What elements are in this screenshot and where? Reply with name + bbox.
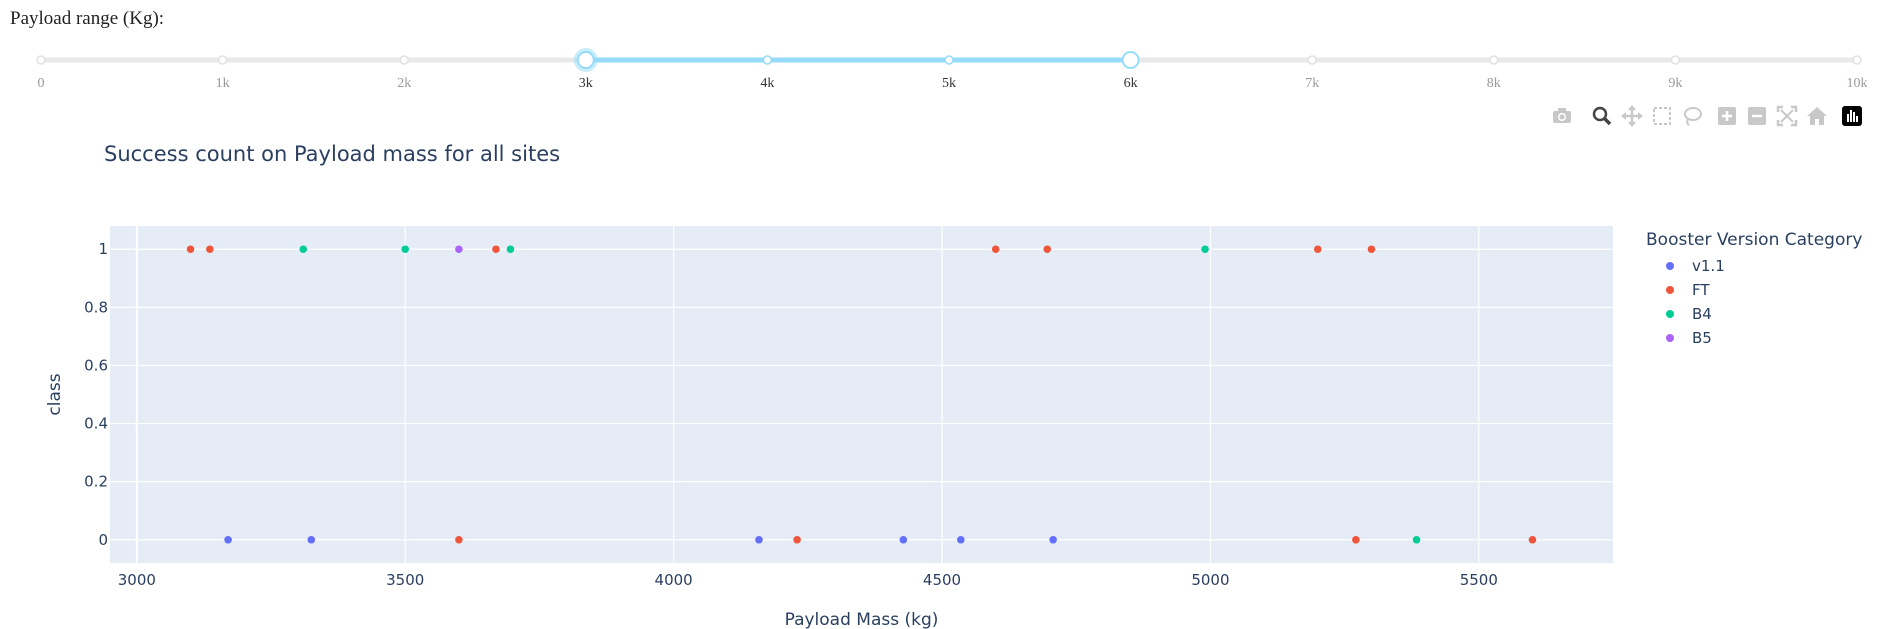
slider-mark-label: 7k xyxy=(1305,76,1319,91)
slider-mark-label: 0 xyxy=(38,76,45,91)
data-point-ft[interactable] xyxy=(455,535,463,544)
data-point-b4[interactable] xyxy=(506,245,515,254)
legend-label: FT xyxy=(1692,281,1710,299)
data-point-ft[interactable] xyxy=(991,245,1000,254)
data-point-v1-1[interactable] xyxy=(755,535,763,544)
legend-label: B5 xyxy=(1692,329,1712,347)
lasso-select-icon[interactable] xyxy=(1680,104,1704,128)
data-point-ft[interactable] xyxy=(1352,535,1360,544)
slider-mark-dot[interactable] xyxy=(217,55,228,65)
slider-mark-label: 8k xyxy=(1487,76,1501,91)
data-point-ft[interactable] xyxy=(1367,245,1376,254)
data-point-v1-1[interactable] xyxy=(1049,535,1057,544)
payload-range-slider[interactable]: 0 1k 2k 3k 4k 5k 6k 7k 8k 9k 10k xyxy=(0,38,1890,98)
slider-mark-dot[interactable] xyxy=(1307,55,1317,65)
slider-mark-dot[interactable] xyxy=(944,55,954,65)
x-tick-label: 3500 xyxy=(386,571,424,589)
x-tick-label: 5500 xyxy=(1460,571,1498,589)
y-tick-label: 1 xyxy=(98,240,108,258)
data-point-ft[interactable] xyxy=(793,535,801,544)
legend-marker xyxy=(1666,286,1674,294)
legend-marker xyxy=(1666,310,1674,318)
data-point-ft[interactable] xyxy=(186,245,195,254)
slider-mark-dot[interactable] xyxy=(36,55,46,65)
pan-icon[interactable] xyxy=(1620,104,1644,128)
slider-mark-label: 5k xyxy=(942,76,956,91)
data-point-b4[interactable] xyxy=(401,245,410,254)
slider-mark-label: 9k xyxy=(1668,76,1682,91)
slider-mark-label: 10k xyxy=(1847,76,1868,91)
data-point-v1-1[interactable] xyxy=(899,535,908,544)
legend-marker xyxy=(1666,334,1674,342)
y-tick-label: 0 xyxy=(98,531,108,549)
camera-icon[interactable] xyxy=(1550,104,1574,128)
legend-item[interactable]: B5 xyxy=(1646,326,1862,350)
zoom-icon[interactable] xyxy=(1590,104,1614,128)
x-tick-label: 4500 xyxy=(923,571,961,589)
legend-label: B4 xyxy=(1692,305,1712,323)
slider-handle-high[interactable] xyxy=(1121,51,1140,69)
y-tick-label: 0.6 xyxy=(84,356,108,374)
slider-mark-label: 2k xyxy=(397,76,411,91)
data-point-ft[interactable] xyxy=(206,245,214,254)
legend: Booster Version Category v1.1 FT B4 B5 xyxy=(1646,230,1862,350)
slider-label: Payload range (Kg): xyxy=(10,8,165,29)
slider-mark-label: 3k xyxy=(579,76,593,91)
legend-label: v1.1 xyxy=(1692,257,1725,275)
data-point-v1-1[interactable] xyxy=(224,535,232,544)
plotly-logo-icon[interactable] xyxy=(1840,104,1864,128)
legend-title: Booster Version Category xyxy=(1646,230,1863,250)
slider-mark-dot[interactable] xyxy=(1852,55,1862,65)
data-point-b5[interactable] xyxy=(455,245,463,254)
data-point-v1-1[interactable] xyxy=(957,535,965,544)
zoom-in-icon[interactable] xyxy=(1715,104,1739,128)
autoscale-icon[interactable] xyxy=(1775,104,1799,128)
data-point-ft[interactable] xyxy=(1043,245,1052,254)
x-tick-label: 4000 xyxy=(655,571,693,589)
box-select-icon[interactable] xyxy=(1650,104,1674,128)
data-point-ft[interactable] xyxy=(492,245,500,254)
legend-marker xyxy=(1666,262,1674,270)
chart-title: Success count on Payload mass for all si… xyxy=(104,142,561,166)
x-tick-label: 5000 xyxy=(1191,571,1229,589)
slider-mark-dot[interactable] xyxy=(399,55,409,65)
data-point-ft[interactable] xyxy=(1313,245,1322,254)
slider-handle-low[interactable] xyxy=(576,51,595,69)
legend-item[interactable]: B4 xyxy=(1646,302,1862,326)
y-tick-label: 0.2 xyxy=(84,473,108,491)
legend-item[interactable]: v1.1 xyxy=(1646,254,1862,278)
y-tick-label: 0.4 xyxy=(84,415,108,433)
plot-area[interactable] xyxy=(110,226,1613,563)
slider-mark-dot[interactable] xyxy=(1670,55,1681,65)
data-point-b4[interactable] xyxy=(299,245,308,254)
data-point-ft[interactable] xyxy=(1528,535,1537,544)
slider-mark-dot[interactable] xyxy=(1489,55,1499,65)
x-axis-label: Payload Mass (kg) xyxy=(785,610,939,629)
data-point-v1-1[interactable] xyxy=(307,535,316,544)
slider-mark-label: 4k xyxy=(760,76,774,91)
y-axis-label: class xyxy=(45,373,65,415)
slider-mark-label: 1k xyxy=(216,76,230,91)
y-tick-label: 0.8 xyxy=(84,298,108,316)
x-tick-label: 3000 xyxy=(118,571,156,589)
data-point-b4[interactable] xyxy=(1201,245,1209,254)
scatter-chart[interactable]: 3000 3500 4000 4500 5000 5500 0 0.2 0.4 0.6 0.8 1 Pa… xyxy=(0,130,1890,629)
data-point-b4[interactable] xyxy=(1412,535,1421,544)
slider-mark-dot[interactable] xyxy=(762,55,773,65)
reset-axes-icon[interactable] xyxy=(1805,104,1829,128)
legend-item[interactable]: FT xyxy=(1646,278,1862,302)
slider-mark-label: 6k xyxy=(1124,76,1138,91)
zoom-out-icon[interactable] xyxy=(1745,104,1769,128)
